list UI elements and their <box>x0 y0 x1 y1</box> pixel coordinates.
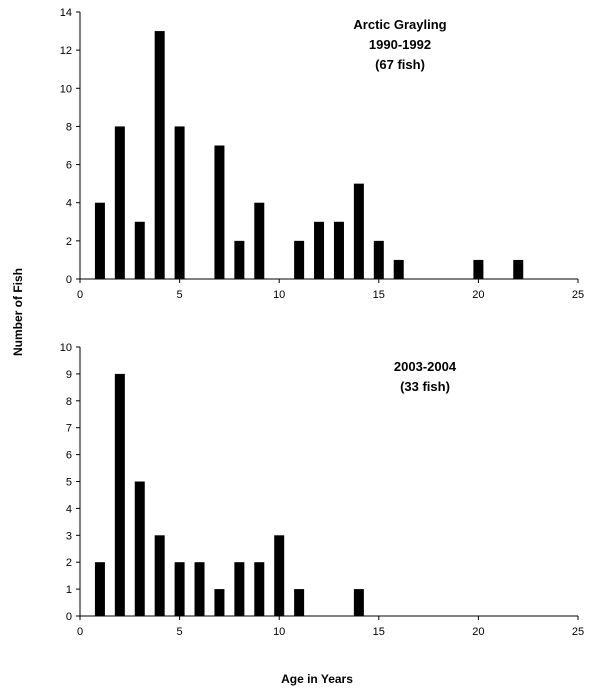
y-tick-label: 8 <box>66 396 72 408</box>
x-tick-label: 20 <box>472 626 484 638</box>
annotation-line-1: 2003-2004 <box>394 359 457 374</box>
bar-age-10 <box>274 535 285 616</box>
y-tick-label: 2 <box>66 236 72 248</box>
bar-age-5 <box>174 126 185 279</box>
x-tick-label: 15 <box>373 289 385 301</box>
bar-age-11 <box>294 589 305 616</box>
y-tick-label: 7 <box>66 423 72 435</box>
y-tick-label: 1 <box>66 584 72 596</box>
x-tick-label: 20 <box>472 289 484 301</box>
annotation-line-2: 1990-1992 <box>369 37 431 52</box>
bar-age-16 <box>393 259 404 279</box>
y-tick-label: 5 <box>66 477 72 489</box>
bar-age-1 <box>94 562 105 616</box>
y-tick-label: 12 <box>60 45 72 57</box>
bar-age-20 <box>473 259 484 279</box>
annotation-line-3: (67 fish) <box>375 57 425 72</box>
x-tick-label: 10 <box>273 626 285 638</box>
y-tick-label: 10 <box>60 342 72 354</box>
y-tick-label: 4 <box>66 503 72 515</box>
chart-panel-2: 0 1 2 3 4 5 6 7 8 9 10 0 5 10 15 20 25 2003-2004 (33 fish) <box>60 342 584 638</box>
x-axis-title: Age in Years <box>281 672 353 686</box>
annotation-line-2: (33 fish) <box>400 379 450 394</box>
y-tick-label: 4 <box>66 198 72 210</box>
x-tick-label: 0 <box>77 289 83 301</box>
bar-age-2 <box>114 373 125 616</box>
bar-age-8 <box>234 240 245 279</box>
bar-age-4 <box>154 535 165 616</box>
x-tick-label: 25 <box>572 289 584 301</box>
y-tick-label: 10 <box>60 83 72 95</box>
y-tick-label: 0 <box>66 274 72 286</box>
bar-age-9 <box>254 562 265 616</box>
bar-age-5 <box>174 562 185 616</box>
y-tick-label: 6 <box>66 450 72 462</box>
bar-age-9 <box>254 202 265 279</box>
bar-age-22 <box>513 259 524 279</box>
bar-age-6 <box>194 562 205 616</box>
bar-age-14 <box>353 183 364 279</box>
y-tick-label: 14 <box>60 7 72 19</box>
y-tick-label: 2 <box>66 557 72 569</box>
bar-age-12 <box>314 221 325 279</box>
y-tick-label: 3 <box>66 530 72 542</box>
y-tick-label: 9 <box>66 369 72 381</box>
bar-age-11 <box>294 240 305 279</box>
bar-age-2 <box>114 126 125 279</box>
x-tick-label: 10 <box>273 289 285 301</box>
bar-age-13 <box>333 221 344 279</box>
y-axis-title: Number of Fish <box>11 268 25 356</box>
y-tick-label: 6 <box>66 160 72 172</box>
bar-age-14 <box>353 589 364 616</box>
x-tick-label: 25 <box>572 626 584 638</box>
bar-age-3 <box>134 221 145 279</box>
bar-age-7 <box>214 589 225 616</box>
bar-age-15 <box>373 240 384 279</box>
bar-age-1 <box>94 202 105 279</box>
bar-age-8 <box>234 562 245 616</box>
chart-panel-1: 0 2 4 6 8 10 12 14 0 5 10 15 20 25 Arctic Grayling 1990… <box>60 7 584 301</box>
bar-age-7 <box>214 145 225 279</box>
x-tick-label: 0 <box>77 626 83 638</box>
bar-age-4 <box>154 31 165 280</box>
bar-age-3 <box>134 481 145 616</box>
y-tick-label: 0 <box>66 611 72 623</box>
x-tick-label: 15 <box>373 626 385 638</box>
x-tick-label: 5 <box>177 626 183 638</box>
x-tick-label: 5 <box>177 289 183 301</box>
annotation-line-1: Arctic Grayling <box>353 17 446 32</box>
y-tick-label: 8 <box>66 121 72 133</box>
